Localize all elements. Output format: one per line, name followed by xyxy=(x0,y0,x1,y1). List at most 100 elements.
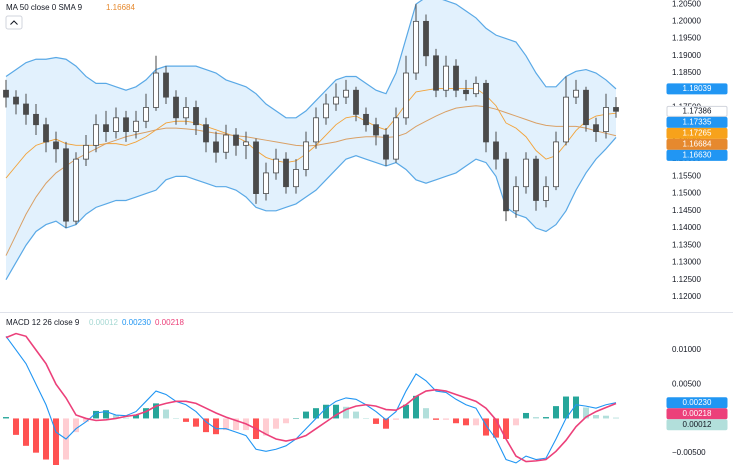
legend-value: 0.00218 xyxy=(155,318,184,327)
axis-layer: 1.12000 1.12500 1.13000 1.13500 1.14000 1.145… xyxy=(6,0,728,457)
button-frame[interactable] xyxy=(5,15,23,30)
candle-body xyxy=(43,124,49,143)
candle-body xyxy=(53,141,59,150)
candle-body xyxy=(113,117,119,132)
histogram-bar xyxy=(463,418,469,426)
histogram-bar xyxy=(233,418,239,431)
candle-body xyxy=(183,107,189,119)
collapse-button[interactable] xyxy=(5,15,23,30)
candle-body xyxy=(333,96,339,105)
histogram-bar xyxy=(423,408,429,419)
price-tag xyxy=(666,419,728,431)
candle-body xyxy=(493,141,499,160)
price-tag-label: 1.16684 xyxy=(683,140,712,149)
histogram-bar xyxy=(33,418,39,453)
candle-body xyxy=(443,65,449,91)
candle-body xyxy=(603,107,609,132)
y-tick-label: 1.12500 xyxy=(672,275,701,284)
candle-body xyxy=(243,141,249,146)
macd-line xyxy=(5,335,617,464)
candle-body xyxy=(343,89,349,98)
candle-body xyxy=(213,141,219,153)
histogram-bar xyxy=(563,396,569,419)
histogram-bar xyxy=(103,410,109,419)
y-tick-label: 1.14000 xyxy=(672,223,701,232)
histogram-bar xyxy=(153,403,159,419)
candle-body xyxy=(163,72,169,98)
candle-body xyxy=(503,158,509,212)
histogram-bar xyxy=(263,418,269,436)
histogram-bar xyxy=(273,418,279,429)
histogram-bar xyxy=(223,418,229,431)
histogram-bar xyxy=(163,409,169,419)
candle-body xyxy=(273,158,279,174)
y-tick-label: 0.00500 xyxy=(672,379,701,388)
histogram-bar xyxy=(493,418,499,438)
legend-name: MACD 12 26 close 9 xyxy=(6,318,80,327)
candle-body xyxy=(33,113,39,126)
price-tag xyxy=(666,397,728,409)
candle-body xyxy=(573,89,579,98)
y-tick-label: 1.13500 xyxy=(672,240,701,249)
candle-body xyxy=(103,124,109,132)
histogram-bar xyxy=(393,418,399,420)
candle-body xyxy=(353,89,359,115)
candle-body xyxy=(203,124,209,143)
histogram-bar xyxy=(3,417,9,419)
candle-body xyxy=(233,134,239,146)
histogram-bar xyxy=(323,404,329,419)
price-tag xyxy=(666,138,728,150)
candle-body xyxy=(543,186,549,201)
chevron-icon xyxy=(10,20,18,25)
histogram-bar xyxy=(53,418,59,465)
histogram-bar xyxy=(43,418,49,460)
band-lower-line xyxy=(5,137,617,280)
histogram-bar xyxy=(473,418,479,426)
y-tick-label: 1.13000 xyxy=(672,258,701,267)
candle-body xyxy=(143,107,149,122)
histogram-bar xyxy=(543,417,549,419)
plot-layer xyxy=(3,0,619,465)
y-tick-label: 1.19500 xyxy=(672,34,701,43)
y-tick-label: 1.15500 xyxy=(672,171,701,180)
candle-body xyxy=(13,96,19,105)
price-tag xyxy=(666,149,728,161)
y-tick-label: 1.18500 xyxy=(672,68,701,77)
candle-body xyxy=(453,65,459,91)
legend-name: MA 50 close 0 SMA 9 xyxy=(6,3,83,12)
price-tag-label: 0.00230 xyxy=(683,398,712,407)
histogram-bar xyxy=(453,418,459,424)
candle-body xyxy=(363,113,369,126)
histogram-bar xyxy=(313,408,319,419)
candle-body xyxy=(73,158,79,222)
y-tick-label: −0.00500 xyxy=(672,448,706,457)
histogram-bar xyxy=(373,418,379,424)
candle-body xyxy=(63,148,69,222)
price-tag xyxy=(666,105,728,117)
histogram-bar xyxy=(343,406,349,419)
histogram-bar xyxy=(593,415,599,419)
histogram-bar xyxy=(513,418,519,426)
candle-body xyxy=(593,124,599,132)
y-tick-label: 1.14500 xyxy=(672,206,701,215)
price-tag-label: 0.00012 xyxy=(683,420,712,429)
candle-body xyxy=(133,120,139,132)
histogram-bar xyxy=(403,404,409,419)
price-tag xyxy=(666,408,728,420)
price-tag xyxy=(666,83,728,95)
price-tag-label: 1.16630 xyxy=(683,151,712,160)
candle-body xyxy=(23,103,29,115)
y-tick-label: 1.12000 xyxy=(672,292,701,301)
candle-body xyxy=(393,117,399,160)
candle-body xyxy=(173,96,179,119)
y-tick-label: 1.15000 xyxy=(672,189,701,198)
candle-body xyxy=(193,107,199,126)
candle-body xyxy=(253,141,259,194)
candle-body xyxy=(423,20,429,57)
y-tick-label: 0.01000 xyxy=(672,345,701,354)
candle-body xyxy=(223,134,229,153)
price-tag-label: 1.17386 xyxy=(683,107,712,116)
histogram-bar xyxy=(523,412,529,419)
histogram-bar xyxy=(533,417,539,419)
